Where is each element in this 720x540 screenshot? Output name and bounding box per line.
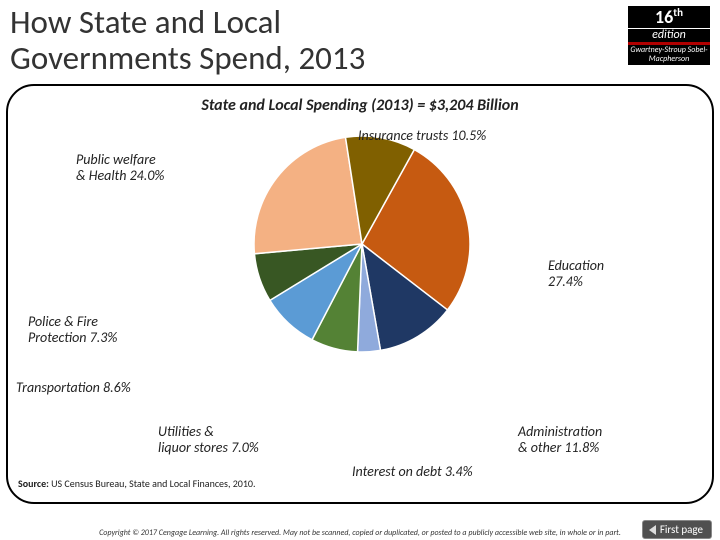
chart-subtitle: State and Local Spending (2013) = $3,204… <box>8 96 712 115</box>
callout-transport: Transportation 8.6% <box>16 380 131 396</box>
chart-panel: State and Local Spending (2013) = $3,204… <box>6 84 714 504</box>
page-title: How State and Local Governments Spend, 2… <box>10 4 365 77</box>
edition-authors: Gwartney-Stroup Sobel-Macpherson <box>628 45 710 65</box>
callout-admin: Administration & other 11.8% <box>518 424 602 456</box>
slide: How State and Local Governments Spend, 2… <box>0 0 720 540</box>
triangle-left-icon <box>649 525 656 535</box>
callout-education: Education 27.4% <box>548 258 604 290</box>
pie-chart <box>252 134 472 354</box>
edition-number: 16th <box>628 6 710 28</box>
pie-slice <box>254 137 362 254</box>
pie-svg <box>252 134 472 354</box>
footer: Copyright © 2017 Cengage Learning. All r… <box>0 528 720 538</box>
first-page-button[interactable]: First page <box>642 520 712 539</box>
callout-insurance: Insurance trusts 10.5% <box>358 128 486 144</box>
source-label: Source: <box>18 477 49 490</box>
source-text: US Census Bureau, State and Local Financ… <box>49 477 256 490</box>
callout-welfare: Public welfare & Health 24.0% <box>76 152 164 184</box>
title-line-1: How State and Local <box>10 2 281 42</box>
edition-badge: 16th edition Gwartney-Stroup Sobel-Macph… <box>628 6 710 65</box>
source-line: Source: US Census Bureau, State and Loca… <box>18 477 256 490</box>
callout-interest: Interest on debt 3.4% <box>352 464 473 480</box>
title-line-2: Governments Spend, 2013 <box>10 38 365 78</box>
edition-label: edition <box>628 28 710 42</box>
copyright-text: Copyright © 2017 Cengage Learning. All r… <box>0 528 720 538</box>
first-page-label: First page <box>660 523 703 536</box>
callout-utilities: Utilities & liquor stores 7.0% <box>158 424 259 456</box>
callout-police: Police & Fire Protection 7.3% <box>28 314 117 346</box>
